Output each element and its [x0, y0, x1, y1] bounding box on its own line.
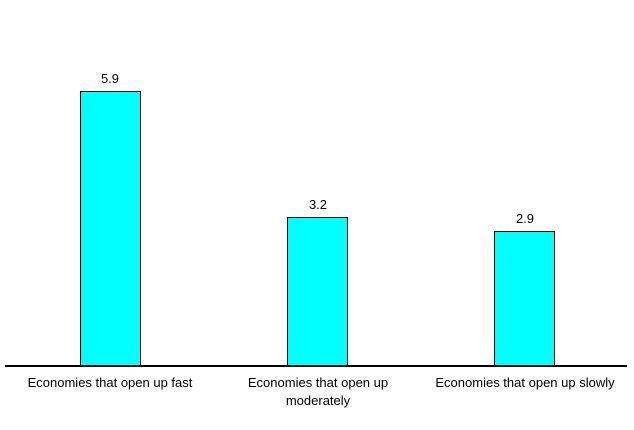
category-label-fast: Economies that open up fast [27, 375, 193, 390]
category-label-slow: Economies that open up slowly [435, 375, 615, 390]
value-label-slow: 2.9 [515, 211, 535, 226]
bar-economies-slow [494, 231, 555, 366]
bar-economies-moderate [287, 217, 348, 366]
value-label-fast: 5.9 [100, 71, 120, 86]
bar-economies-fast [80, 91, 141, 366]
value-label-moderate: 3.2 [308, 197, 328, 212]
category-label-moderate: Economies that open up moderately [247, 375, 389, 408]
x-axis-line [5, 365, 627, 367]
